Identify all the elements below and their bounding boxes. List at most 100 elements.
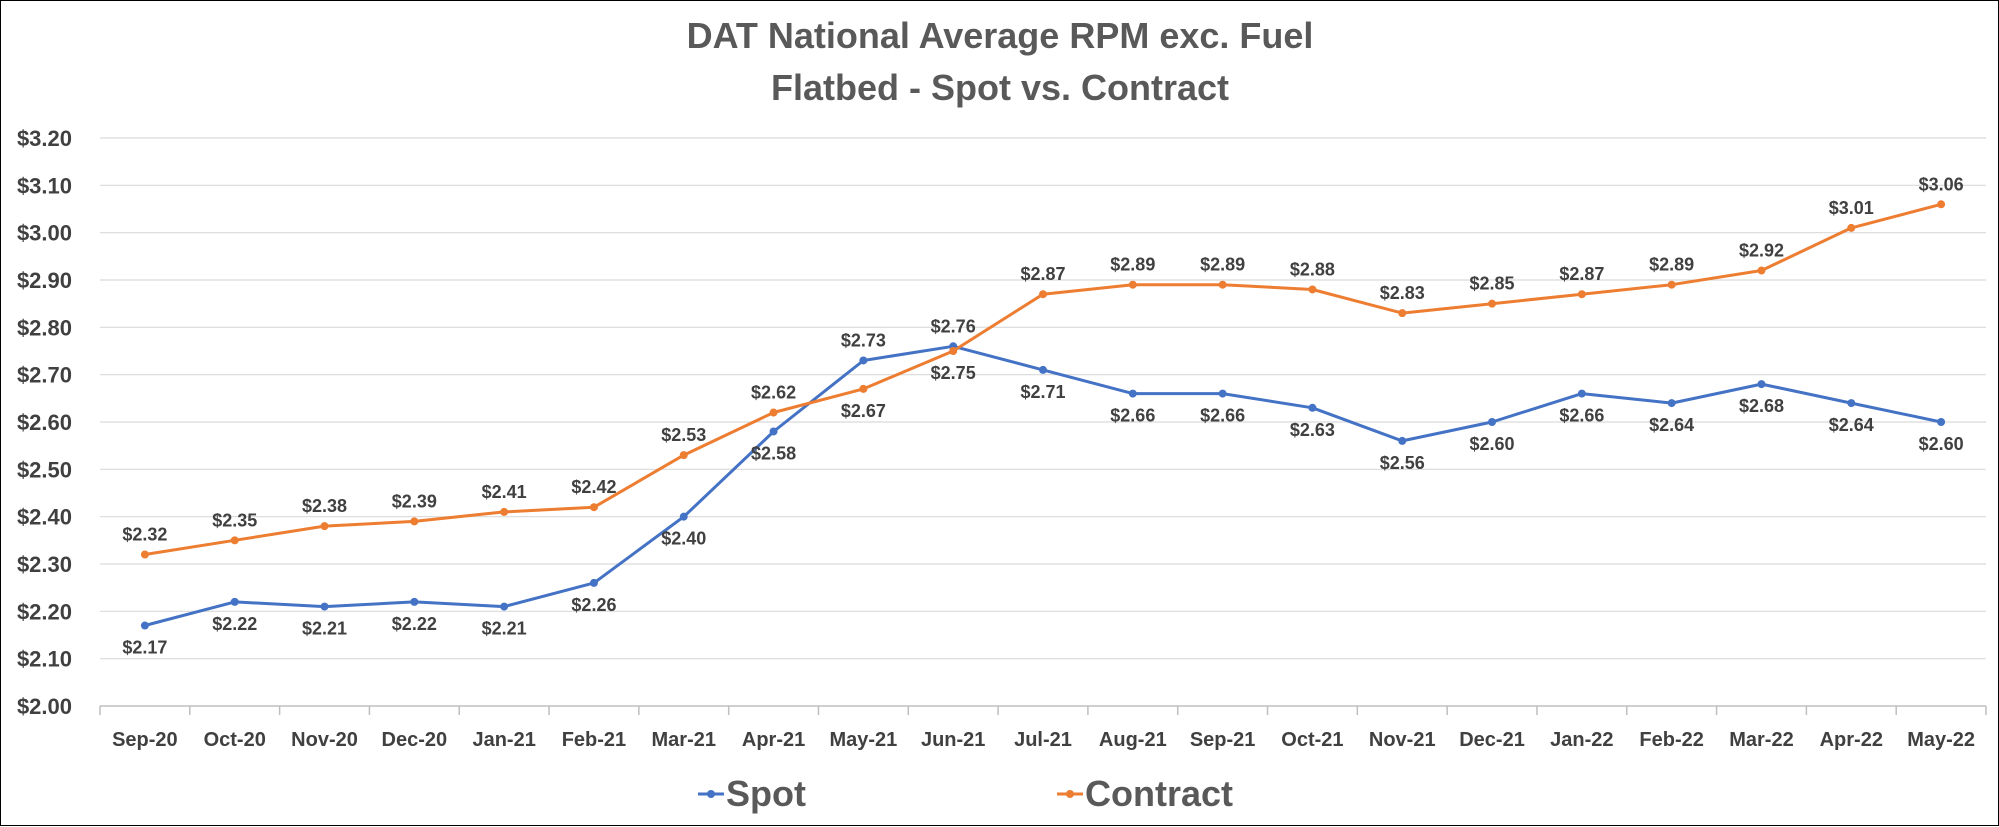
contract-data-point bbox=[1039, 290, 1047, 299]
contract-data-label: $2.88 bbox=[1290, 259, 1335, 279]
contract-data-point bbox=[1577, 290, 1586, 299]
x-tick-label: Jun-21 bbox=[921, 729, 985, 751]
x-tick-label: May-22 bbox=[1907, 729, 1975, 751]
spot-data-point bbox=[1398, 436, 1407, 445]
x-tick-label: Nov-21 bbox=[1369, 729, 1436, 751]
data-labels: $2.17 $2.22 $2.21 $2.22 $2.21 $2.26 $2.40 $2.58… bbox=[122, 174, 1963, 657]
spot-data-label: $2.64 bbox=[1829, 415, 1874, 435]
y-tick-label: $2.80 bbox=[17, 315, 72, 340]
x-tick-label: Oct-21 bbox=[1281, 729, 1343, 751]
y-tick-label: $2.20 bbox=[17, 599, 72, 624]
spot-data-label: $2.71 bbox=[1020, 382, 1065, 402]
contract-data-label: $2.67 bbox=[841, 401, 886, 421]
x-tick-label: May-21 bbox=[829, 729, 897, 751]
spot-data-point bbox=[140, 621, 149, 630]
y-axis: $2.00 $2.10 $2.20 $2.30 $2.40 $2.50 $2.60 $2.70… bbox=[17, 126, 72, 719]
x-tick-label: Oct-20 bbox=[204, 729, 266, 751]
contract-data-point bbox=[410, 517, 419, 526]
contract-data-point bbox=[589, 503, 598, 512]
y-tick-label: $2.10 bbox=[17, 647, 72, 672]
contract-data-point bbox=[1218, 280, 1227, 289]
y-tick-label: $2.90 bbox=[17, 268, 72, 293]
spot-data-point bbox=[1667, 399, 1676, 408]
x-tick-label: Jul-21 bbox=[1014, 729, 1072, 751]
spot-legend-marker bbox=[707, 790, 715, 798]
contract-data-label: $3.01 bbox=[1829, 198, 1874, 218]
contract-data-label: $2.42 bbox=[571, 477, 616, 497]
x-tick-label: Jan-21 bbox=[472, 729, 535, 751]
y-tick-label: $3.20 bbox=[17, 126, 72, 151]
spot-data-label: $2.66 bbox=[1559, 406, 1604, 426]
contract-data-point bbox=[679, 451, 688, 460]
x-tick-label: Feb-22 bbox=[1639, 729, 1703, 751]
spot-data-label: $2.22 bbox=[212, 614, 257, 634]
contract-data-label: $2.89 bbox=[1649, 255, 1694, 275]
spot-data-label: $2.64 bbox=[1649, 415, 1694, 435]
x-tick-label: Nov-20 bbox=[291, 729, 358, 751]
y-tick-label: $2.40 bbox=[17, 505, 72, 530]
x-tick-label: Feb-21 bbox=[562, 729, 626, 751]
contract-data-point bbox=[1128, 280, 1137, 289]
contract-data-label: $3.06 bbox=[1919, 174, 1964, 194]
contract-data-point bbox=[769, 408, 778, 417]
spot-data-label: $2.17 bbox=[122, 638, 167, 658]
contract-data-label: $2.87 bbox=[1559, 264, 1604, 284]
spot-data-label: $2.68 bbox=[1739, 396, 1784, 416]
x-tick-label: Mar-21 bbox=[652, 729, 716, 751]
x-tick-label: Jan-22 bbox=[1550, 729, 1613, 751]
contract-legend-marker bbox=[1066, 790, 1074, 798]
x-tick-label: Dec-20 bbox=[382, 729, 448, 751]
spot-data-label: $2.21 bbox=[482, 619, 527, 639]
spot-data-point bbox=[410, 597, 419, 606]
spot-data-point bbox=[1488, 418, 1497, 426]
contract-data-label: $2.35 bbox=[212, 510, 257, 530]
spot-data-label: $2.60 bbox=[1470, 434, 1515, 454]
spot-data-label: $2.40 bbox=[661, 529, 706, 549]
contract-data-label: $2.38 bbox=[302, 496, 347, 516]
contract-data-point bbox=[1937, 200, 1946, 209]
spot-data-point bbox=[769, 427, 778, 436]
spot-data-point bbox=[1847, 399, 1856, 408]
spot-data-point bbox=[1218, 389, 1227, 398]
contract-data-label: $2.53 bbox=[661, 425, 706, 445]
contract-data-label: $2.87 bbox=[1020, 264, 1065, 284]
spot-data-point bbox=[1577, 389, 1586, 398]
spot-data-label: $2.21 bbox=[302, 619, 347, 639]
spot-data-point bbox=[1128, 389, 1137, 398]
contract-data-label: $2.75 bbox=[931, 363, 976, 383]
contract-data-label: $2.62 bbox=[751, 383, 796, 403]
x-tick-label: Dec-21 bbox=[1459, 729, 1525, 751]
plot-area bbox=[140, 200, 1946, 630]
y-tick-label: $3.00 bbox=[17, 221, 72, 246]
spot-data-label: $2.58 bbox=[751, 443, 796, 463]
x-tick-label: Apr-22 bbox=[1820, 729, 1883, 751]
x-tick-label: Sep-20 bbox=[112, 729, 178, 751]
contract-data-point bbox=[230, 536, 239, 545]
spot-data-point bbox=[1039, 365, 1047, 374]
chart-subtitle: Flatbed - Spot vs. Contract bbox=[771, 67, 1229, 108]
contract-data-point bbox=[140, 550, 149, 559]
spot-data-label: $2.22 bbox=[392, 614, 437, 634]
gridlines bbox=[100, 137, 1986, 660]
spot-data-label: $2.63 bbox=[1290, 420, 1335, 440]
chart-title: DAT National Average RPM exc. Fuel bbox=[687, 15, 1314, 56]
spot-data-point bbox=[859, 356, 868, 365]
contract-data-point bbox=[949, 347, 958, 355]
spot-data-point bbox=[1308, 403, 1317, 412]
contract-data-point bbox=[1398, 309, 1407, 318]
contract-data-point bbox=[859, 384, 868, 393]
x-axis: Sep-20 Oct-20 Nov-20 Dec-20 Jan-21 Feb-21 Mar-… bbox=[99, 705, 1987, 751]
spot-data-label: $2.26 bbox=[571, 595, 616, 615]
spot-data-point bbox=[1937, 418, 1946, 426]
x-tick-label: Aug-21 bbox=[1099, 729, 1167, 751]
spot-data-label: $2.56 bbox=[1380, 453, 1425, 473]
y-tick-label: $3.10 bbox=[17, 173, 72, 198]
contract-data-point bbox=[1757, 266, 1766, 275]
contract-data-point bbox=[1847, 223, 1856, 232]
spot-data-label: $2.60 bbox=[1919, 434, 1964, 454]
spot-data-label: $2.73 bbox=[841, 330, 886, 350]
spot-data-point bbox=[679, 512, 688, 521]
spot-data-point bbox=[589, 578, 598, 587]
